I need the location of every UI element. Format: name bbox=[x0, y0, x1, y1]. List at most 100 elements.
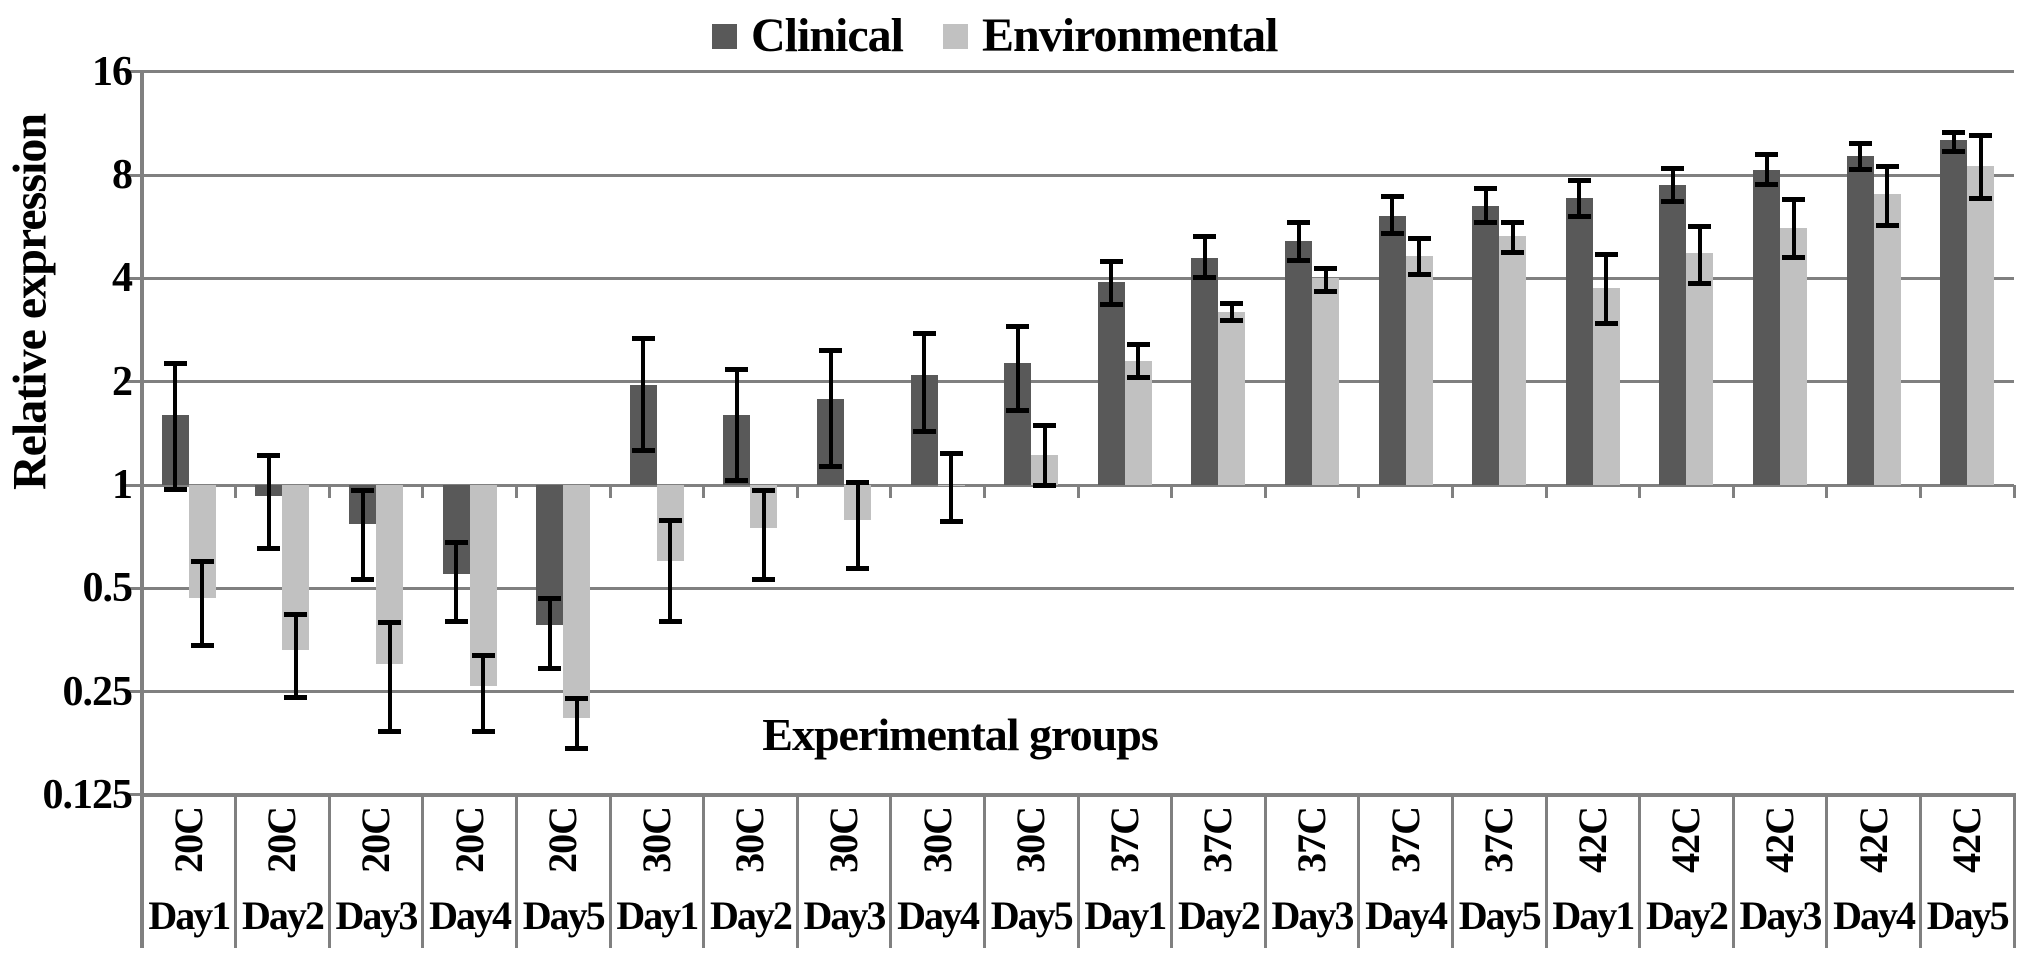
x-axis-tick bbox=[1731, 485, 1735, 498]
error-bar-line-environmental-30C-Day2 bbox=[761, 489, 766, 580]
error-bar-cap-top-environmental-20C-Day1 bbox=[190, 559, 214, 565]
x-label-temp: 37C bbox=[1382, 806, 1428, 873]
error-bar-cap-bottom-environmental-30C-Day2 bbox=[752, 576, 776, 582]
x-label-day: Day2 bbox=[1645, 893, 1729, 938]
x-label-day: Day1 bbox=[616, 893, 699, 938]
bar-environmental-37C-Day5 bbox=[1499, 236, 1527, 485]
y-axis-line bbox=[140, 70, 144, 948]
x-axis-tick bbox=[1357, 485, 1361, 498]
x-label-day: Day3 bbox=[1739, 893, 1823, 938]
error-bar-cap-bottom-clinical-42C-Day2 bbox=[1661, 198, 1685, 204]
error-bar-line-environmental-30C-Day1 bbox=[668, 520, 673, 622]
bar-environmental-37C-Day3 bbox=[1312, 278, 1339, 485]
bar-environmental-42C-Day3 bbox=[1780, 228, 1807, 485]
error-bar-line-clinical-37C-Day5 bbox=[1483, 187, 1488, 223]
x-label-temp: 20C bbox=[165, 806, 211, 873]
x-label-temp: 20C bbox=[540, 806, 586, 873]
bar-clinical-42C-Day5 bbox=[1940, 140, 1968, 485]
error-bar-cap-top-clinical-20C-Day1 bbox=[163, 361, 187, 367]
error-bar-cap-bottom-environmental-42C-Day3 bbox=[1782, 254, 1805, 260]
x-label-temp-cell: 20C bbox=[423, 798, 517, 881]
x-label-day-cell: Day1 bbox=[610, 884, 704, 948]
x-label-day: Day4 bbox=[897, 893, 980, 938]
error-bar-cap-bottom-environmental-20C-Day4 bbox=[471, 729, 495, 735]
error-bar-line-clinical-42C-Day2 bbox=[1670, 167, 1675, 202]
error-bar-cap-top-environmental-37C-Day4 bbox=[1407, 235, 1431, 241]
error-bar-cap-bottom-clinical-20C-Day1 bbox=[163, 486, 187, 492]
error-bar-cap-top-clinical-30C-Day2 bbox=[725, 366, 749, 372]
error-bar-cap-top-clinical-30C-Day5 bbox=[1006, 324, 1030, 330]
y-axis-tick bbox=[126, 586, 142, 590]
x-label-day: Day3 bbox=[335, 893, 419, 938]
error-bar-cap-bottom-clinical-20C-Day2 bbox=[257, 546, 281, 552]
x-label-temp: 30C bbox=[727, 806, 773, 873]
error-bar-cap-bottom-environmental-20C-Day5 bbox=[565, 746, 589, 752]
x-axis-title: Experimental groups bbox=[762, 709, 1158, 760]
x-label-day: Day5 bbox=[522, 893, 606, 938]
error-bar-cap-top-environmental-20C-Day2 bbox=[284, 612, 308, 618]
error-bar-cap-top-environmental-20C-Day4 bbox=[471, 652, 495, 658]
x-axis-tick bbox=[889, 485, 893, 498]
error-bar-cap-bottom-clinical-20C-Day3 bbox=[351, 576, 374, 582]
error-bar-cap-top-environmental-30C-Day3 bbox=[846, 480, 869, 486]
error-bar-cap-bottom-environmental-42C-Day4 bbox=[1875, 222, 1899, 228]
bar-environmental-42C-Day2 bbox=[1686, 253, 1714, 485]
x-label-day-cell: Day2 bbox=[1172, 884, 1266, 948]
gridline bbox=[142, 70, 2014, 74]
error-bar-line-environmental-30C-Day5 bbox=[1042, 424, 1047, 487]
x-label-day-cell: Day5 bbox=[516, 884, 610, 948]
x-label-separator bbox=[1731, 793, 1735, 948]
x-label-temp-cell: 30C bbox=[704, 798, 798, 881]
error-bar-cap-top-clinical-37C-Day5 bbox=[1474, 185, 1498, 191]
x-label-day-cell: Day4 bbox=[891, 884, 985, 948]
bar-clinical-42C-Day1 bbox=[1565, 198, 1593, 485]
error-bar-line-clinical-20C-Day2 bbox=[266, 455, 271, 550]
error-bar-cap-bottom-clinical-30C-Day2 bbox=[725, 477, 749, 483]
x-label-day: Day1 bbox=[1084, 893, 1167, 938]
error-bar-cap-bottom-clinical-30C-Day4 bbox=[912, 428, 936, 434]
x-label-temp: 20C bbox=[352, 806, 398, 873]
x-label-separator bbox=[234, 793, 238, 948]
error-bar-cap-top-clinical-30C-Day4 bbox=[912, 330, 936, 336]
x-axis-tick bbox=[140, 485, 144, 498]
error-bar-line-clinical-30C-Day3 bbox=[828, 350, 833, 467]
error-bar-cap-top-environmental-42C-Day1 bbox=[1594, 252, 1618, 258]
x-axis-tick bbox=[2012, 485, 2016, 498]
x-axis-tick bbox=[514, 485, 518, 498]
x-axis-tick bbox=[327, 485, 331, 498]
y-axis-tick-label: 1 bbox=[112, 462, 133, 508]
error-bar-cap-bottom-clinical-30C-Day5 bbox=[1006, 408, 1030, 414]
error-bar-cap-bottom-environmental-30C-Day4 bbox=[939, 519, 963, 525]
x-label-separator bbox=[1170, 793, 1174, 948]
x-label-temp: 42C bbox=[1663, 806, 1709, 873]
x-label-day: Day1 bbox=[148, 893, 231, 938]
x-label-day-cell: Day3 bbox=[1733, 884, 1827, 948]
error-bar-cap-top-environmental-30C-Day5 bbox=[1033, 422, 1057, 428]
x-label-temp-cell: 42C bbox=[1640, 798, 1734, 881]
error-bar-cap-bottom-clinical-37C-Day3 bbox=[1287, 257, 1310, 263]
y-axis-tick-label: 0.125 bbox=[42, 771, 134, 818]
error-bar-line-environmental-20C-Day1 bbox=[200, 561, 205, 646]
x-label-separator bbox=[1450, 793, 1454, 948]
error-bar-line-environmental-37C-Day3 bbox=[1323, 267, 1328, 293]
x-label-temp-cell: 37C bbox=[1265, 798, 1359, 881]
x-label-temp: 37C bbox=[1288, 806, 1334, 873]
x-label-temp: 20C bbox=[259, 806, 305, 873]
x-axis-tick bbox=[608, 485, 612, 498]
x-axis-tick bbox=[795, 485, 799, 498]
y-axis-tick bbox=[126, 380, 142, 384]
x-label-separator bbox=[702, 793, 706, 948]
legend-label-clinical: Clinical bbox=[751, 9, 904, 62]
y-axis-tick bbox=[126, 70, 142, 74]
error-bar-cap-top-environmental-30C-Day2 bbox=[752, 487, 776, 493]
error-bar-cap-bottom-clinical-42C-Day5 bbox=[1942, 148, 1966, 154]
error-bar-line-environmental-30C-Day3 bbox=[855, 482, 860, 569]
bar-clinical-42C-Day4 bbox=[1846, 155, 1874, 485]
x-axis-tick bbox=[1544, 485, 1548, 498]
error-bar-cap-bottom-clinical-37C-Day1 bbox=[1099, 301, 1123, 307]
bar-clinical-42C-Day2 bbox=[1659, 184, 1687, 485]
gridline bbox=[142, 380, 2014, 384]
error-bar-line-environmental-42C-Day2 bbox=[1697, 225, 1702, 285]
x-label-separator bbox=[795, 793, 799, 948]
